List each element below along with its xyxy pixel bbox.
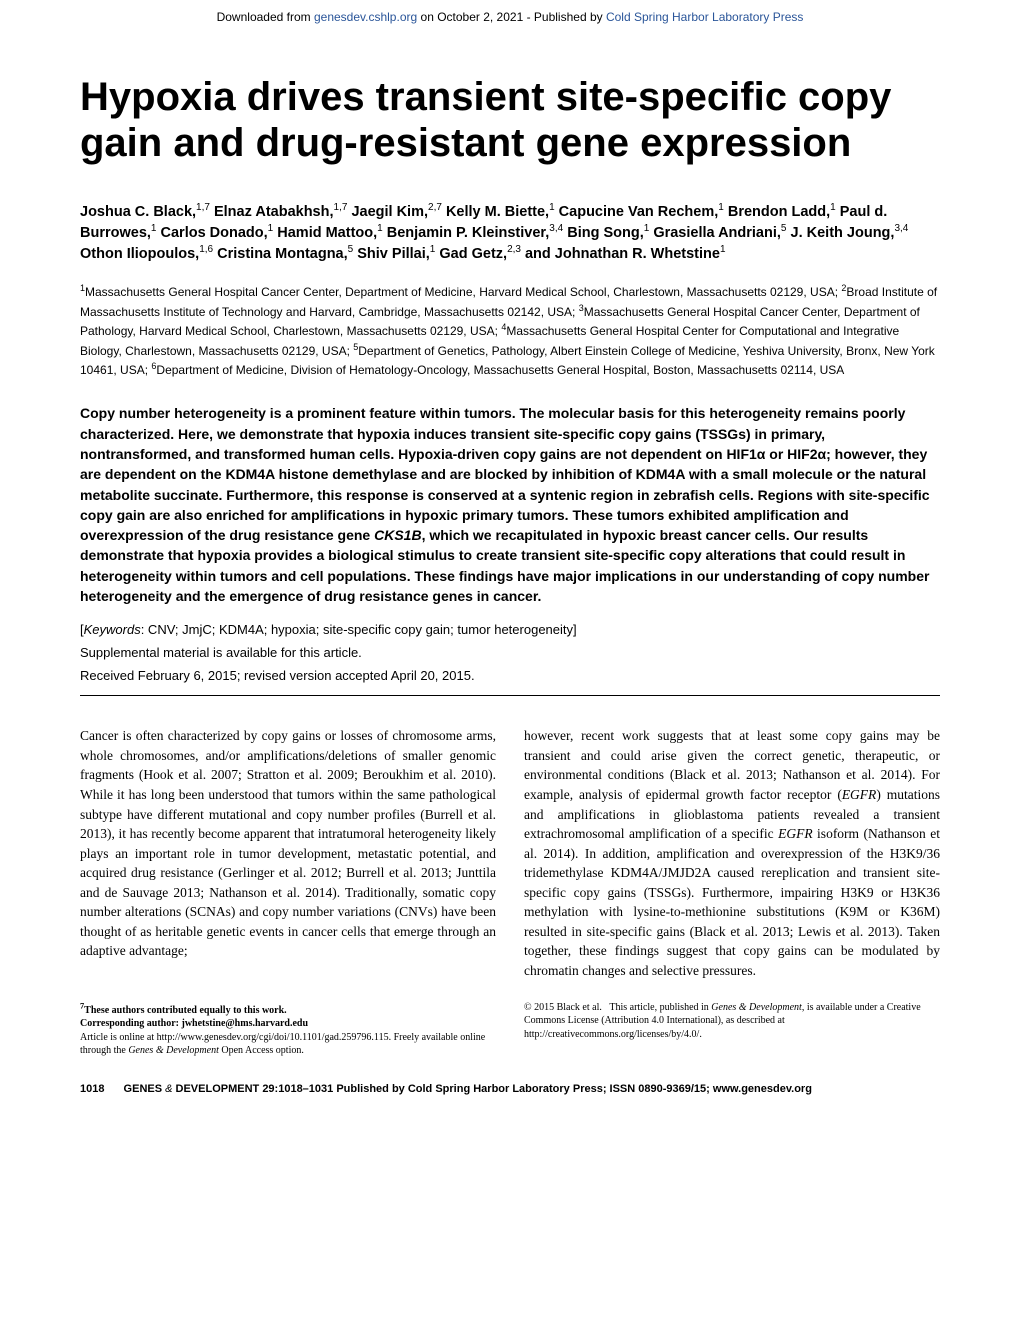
page-footer: 1018 GENES & DEVELOPMENT 29:1018–1031 Pu…: [80, 1083, 940, 1095]
footnotes: 7These authors contributed equally to th…: [80, 1001, 940, 1058]
received-dates: Received February 6, 2015; revised versi…: [80, 668, 940, 683]
supplemental-note: Supplemental material is available for t…: [80, 645, 940, 660]
body-right-column: however, recent work suggests that at le…: [524, 726, 940, 980]
page-content: Hypoxia drives transient site-specific c…: [0, 74, 1020, 1095]
abstract: Copy number heterogeneity is a prominent…: [80, 403, 940, 606]
keywords-text: : CNV; JmjC; KDM4A; hypoxia; site-specif…: [141, 622, 577, 637]
article-title: Hypoxia drives transient site-specific c…: [80, 74, 940, 166]
header-link-publisher[interactable]: Cold Spring Harbor Laboratory Press: [606, 10, 803, 24]
page-number: 1018: [80, 1083, 104, 1095]
keywords: [Keywords: CNV; JmjC; KDM4A; hypoxia; si…: [80, 622, 940, 637]
ampersand: &: [165, 1083, 172, 1095]
header-prefix: Downloaded from: [217, 10, 314, 24]
section-divider: [80, 695, 940, 696]
download-header: Downloaded from genesdev.cshlp.org on Oc…: [0, 0, 1020, 44]
keywords-label: Keywords: [84, 622, 141, 637]
footnote-left: 7These authors contributed equally to th…: [80, 1001, 496, 1058]
header-mid: on October 2, 2021 - Published by: [421, 10, 606, 24]
journal-info: DEVELOPMENT 29:1018–1031 Published by Co…: [176, 1083, 812, 1095]
body-columns: Cancer is often characterized by copy ga…: [80, 726, 940, 980]
body-left-column: Cancer is often characterized by copy ga…: [80, 726, 496, 980]
authors-list: Joshua C. Black,1,7 Elnaz Atabakhsh,1,7 …: [80, 201, 940, 264]
journal-name: GENES: [124, 1083, 163, 1095]
affiliations: 1Massachusetts General Hospital Cancer C…: [80, 282, 940, 379]
footnote-right: © 2015 Black et al. This article, publis…: [524, 1001, 940, 1058]
header-link-source[interactable]: genesdev.cshlp.org: [314, 10, 417, 24]
